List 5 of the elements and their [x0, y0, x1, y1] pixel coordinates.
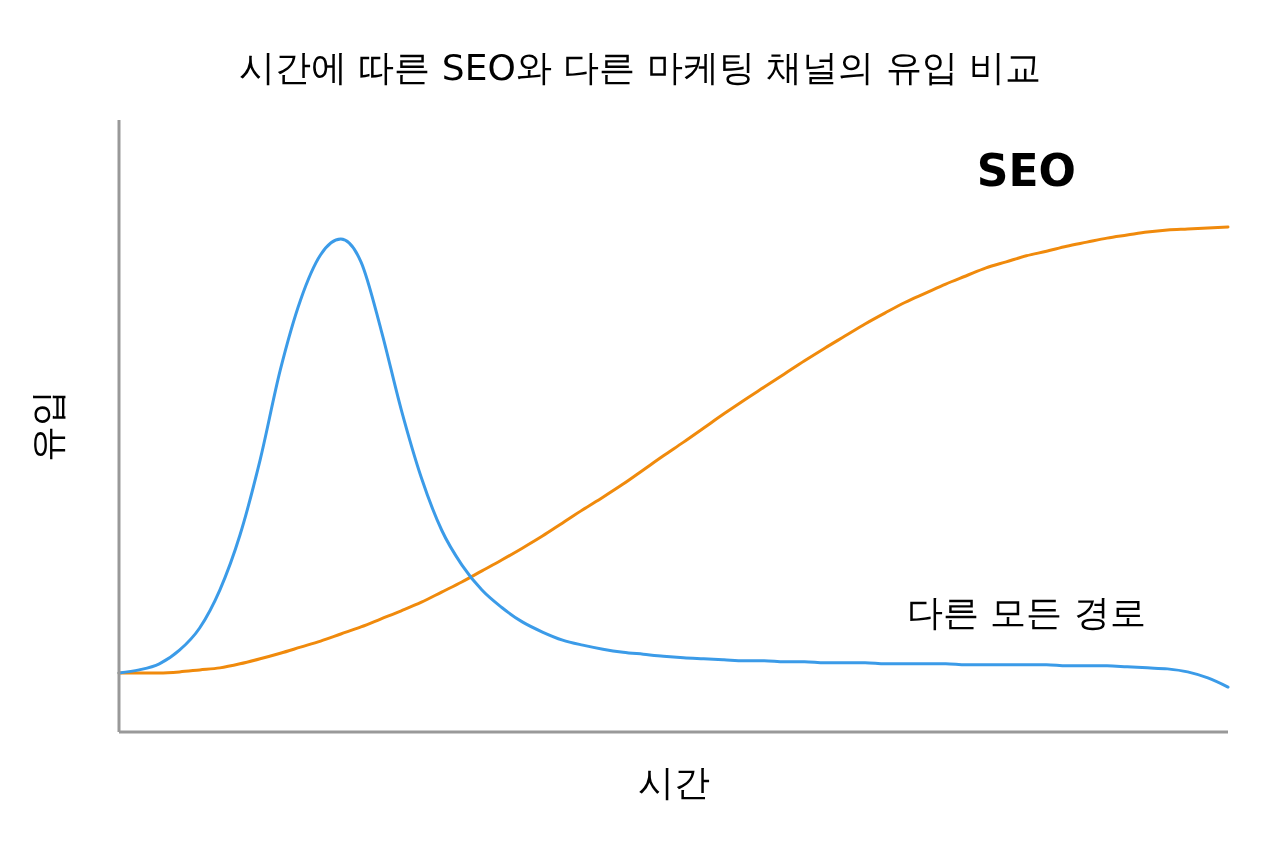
chart-title: 시간에 따른 SEO와 다른 마케팅 채널의 유입 비교 [238, 47, 1042, 88]
series-label: SEO [976, 144, 1076, 196]
series-label: 다른 모든 경로 [906, 591, 1146, 633]
x-axis-title: 시간 [637, 762, 710, 803]
y-axis-title: 유입 [27, 390, 68, 462]
